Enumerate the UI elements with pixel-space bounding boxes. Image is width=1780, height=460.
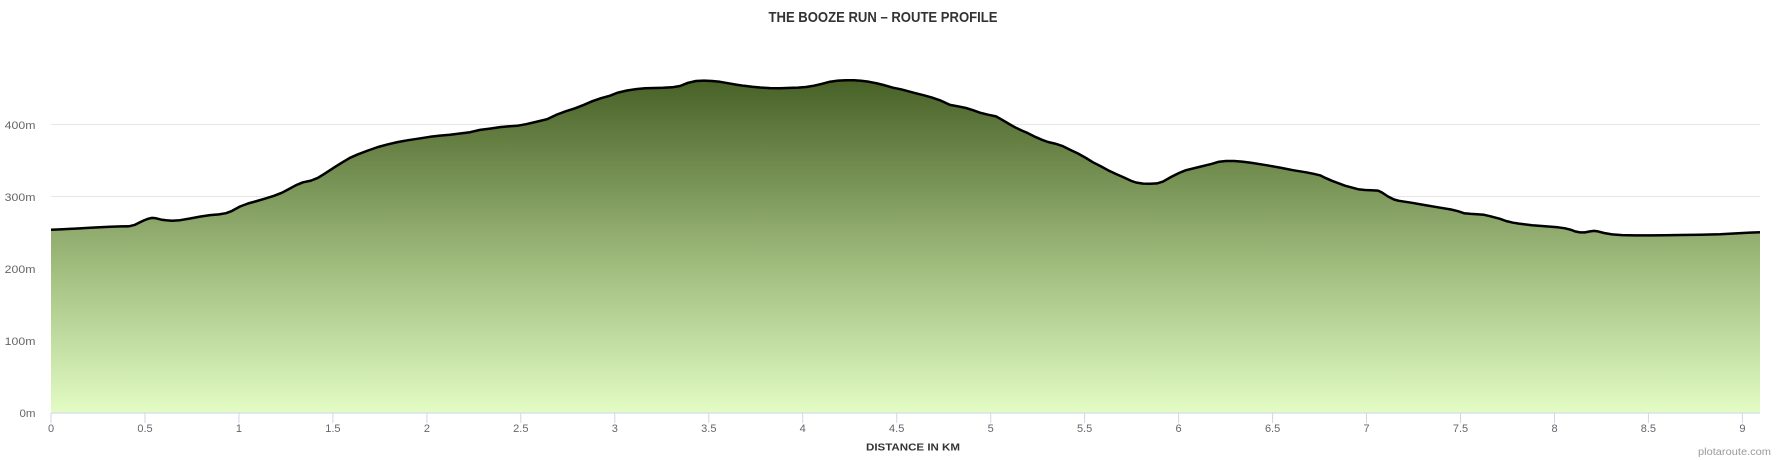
svg-text:2: 2 (424, 423, 430, 435)
svg-text:8.5: 8.5 (1641, 423, 1656, 435)
svg-text:4.5: 4.5 (889, 423, 904, 435)
svg-text:7: 7 (1363, 423, 1369, 435)
svg-text:4: 4 (800, 423, 806, 435)
svg-text:1: 1 (236, 423, 242, 435)
svg-text:9: 9 (1739, 423, 1745, 435)
svg-text:3.5: 3.5 (701, 423, 716, 435)
svg-text:5.5: 5.5 (1077, 423, 1092, 435)
svg-text:0: 0 (48, 423, 54, 435)
svg-text:plotaroute.com: plotaroute.com (1698, 447, 1771, 458)
svg-text:6: 6 (1176, 423, 1182, 435)
svg-text:DISTANCE IN KM: DISTANCE IN KM (866, 443, 960, 454)
svg-text:300m: 300m (5, 192, 36, 204)
svg-text:3: 3 (612, 423, 618, 435)
svg-text:0m: 0m (20, 408, 36, 420)
svg-text:100m: 100m (5, 336, 36, 348)
svg-text:7.5: 7.5 (1453, 423, 1468, 435)
svg-text:400m: 400m (5, 120, 36, 132)
svg-text:THE BOOZE RUN – ROUTE PROFILE: THE BOOZE RUN – ROUTE PROFILE (769, 9, 998, 26)
svg-text:1.5: 1.5 (325, 423, 340, 435)
svg-text:2.5: 2.5 (513, 423, 528, 435)
svg-text:8: 8 (1551, 423, 1557, 435)
svg-text:200m: 200m (5, 264, 36, 276)
svg-text:5: 5 (988, 423, 994, 435)
svg-text:6.5: 6.5 (1265, 423, 1280, 435)
svg-text:0.5: 0.5 (137, 423, 152, 435)
